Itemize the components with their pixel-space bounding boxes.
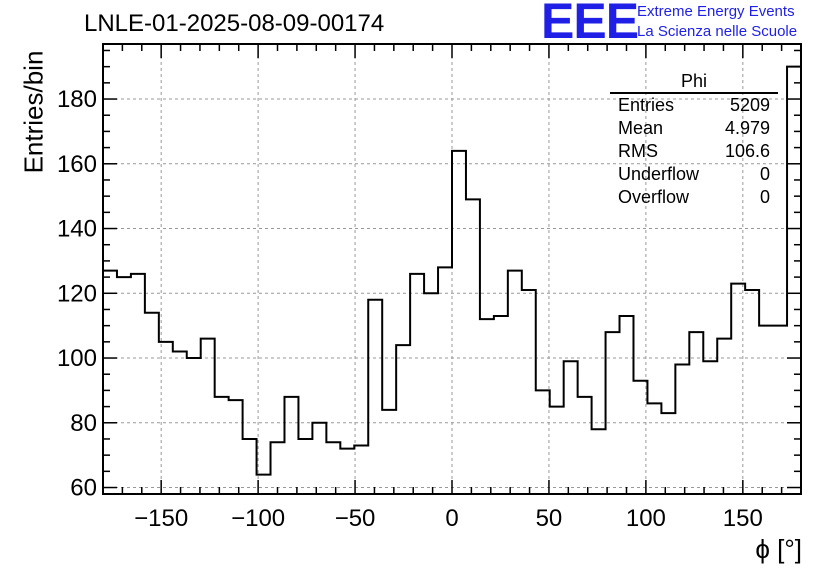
stats-label: Entries [618,95,675,115]
stats-row-overflow: Overflow 0 [610,186,778,209]
plot-frame [102,43,802,495]
y-tick-label: 180 [57,86,97,113]
stats-label: Mean [618,118,664,138]
axis-ticks [103,44,801,494]
stats-value: 0 [759,187,770,207]
eee-logo: EEE [541,0,639,49]
y-tick-label: 160 [57,151,97,178]
x-tick-label: 50 [536,505,563,532]
y-tick-label: 120 [57,280,97,307]
logo-line-2: La Scienza nelle Scuole [637,23,798,40]
y-tick-label: 100 [57,345,97,372]
stats-row-mean: Mean 4.979 [610,117,778,140]
stats-value: 106.6 [724,141,770,161]
chart-title: LNLE-01-2025-08-09-00174 [84,10,385,37]
y-tick-labels: 60 80 100 120 140 160 180 [57,86,97,501]
x-tick-label: −150 [134,505,188,532]
stats-value: 0 [759,164,770,184]
logo-line-1: Extreme Energy Events [637,3,795,20]
stats-label: RMS [618,141,658,161]
x-axis-label: ϕ [°] [755,534,802,564]
x-tick-label: −50 [335,505,376,532]
stats-label: Overflow [618,187,690,207]
x-tick-label: −100 [231,505,285,532]
x-tick-labels: −150 −100 −50 0 50 100 150 [134,505,763,532]
y-tick-label: 60 [70,475,97,502]
stats-value: 4.979 [724,118,770,138]
y-tick-label: 80 [70,410,97,437]
x-tick-label: 0 [445,505,458,532]
y-tick-label: 140 [57,216,97,243]
stats-box: Phi Entries 5209 Mean 4.979 RMS 106.6 Un… [610,72,778,209]
x-tick-label: 150 [723,505,763,532]
stats-value: 5209 [729,95,770,115]
stats-label: Underflow [618,164,700,184]
x-tick-label: 100 [626,505,666,532]
stats-row-rms: RMS 106.6 [610,140,778,163]
stats-title: Phi [610,72,778,94]
stats-row-entries: Entries 5209 [610,94,778,117]
y-axis-label: Entries/bin [18,50,49,174]
histogram-step-line [103,65,801,476]
stats-row-underflow: Underflow 0 [610,163,778,186]
